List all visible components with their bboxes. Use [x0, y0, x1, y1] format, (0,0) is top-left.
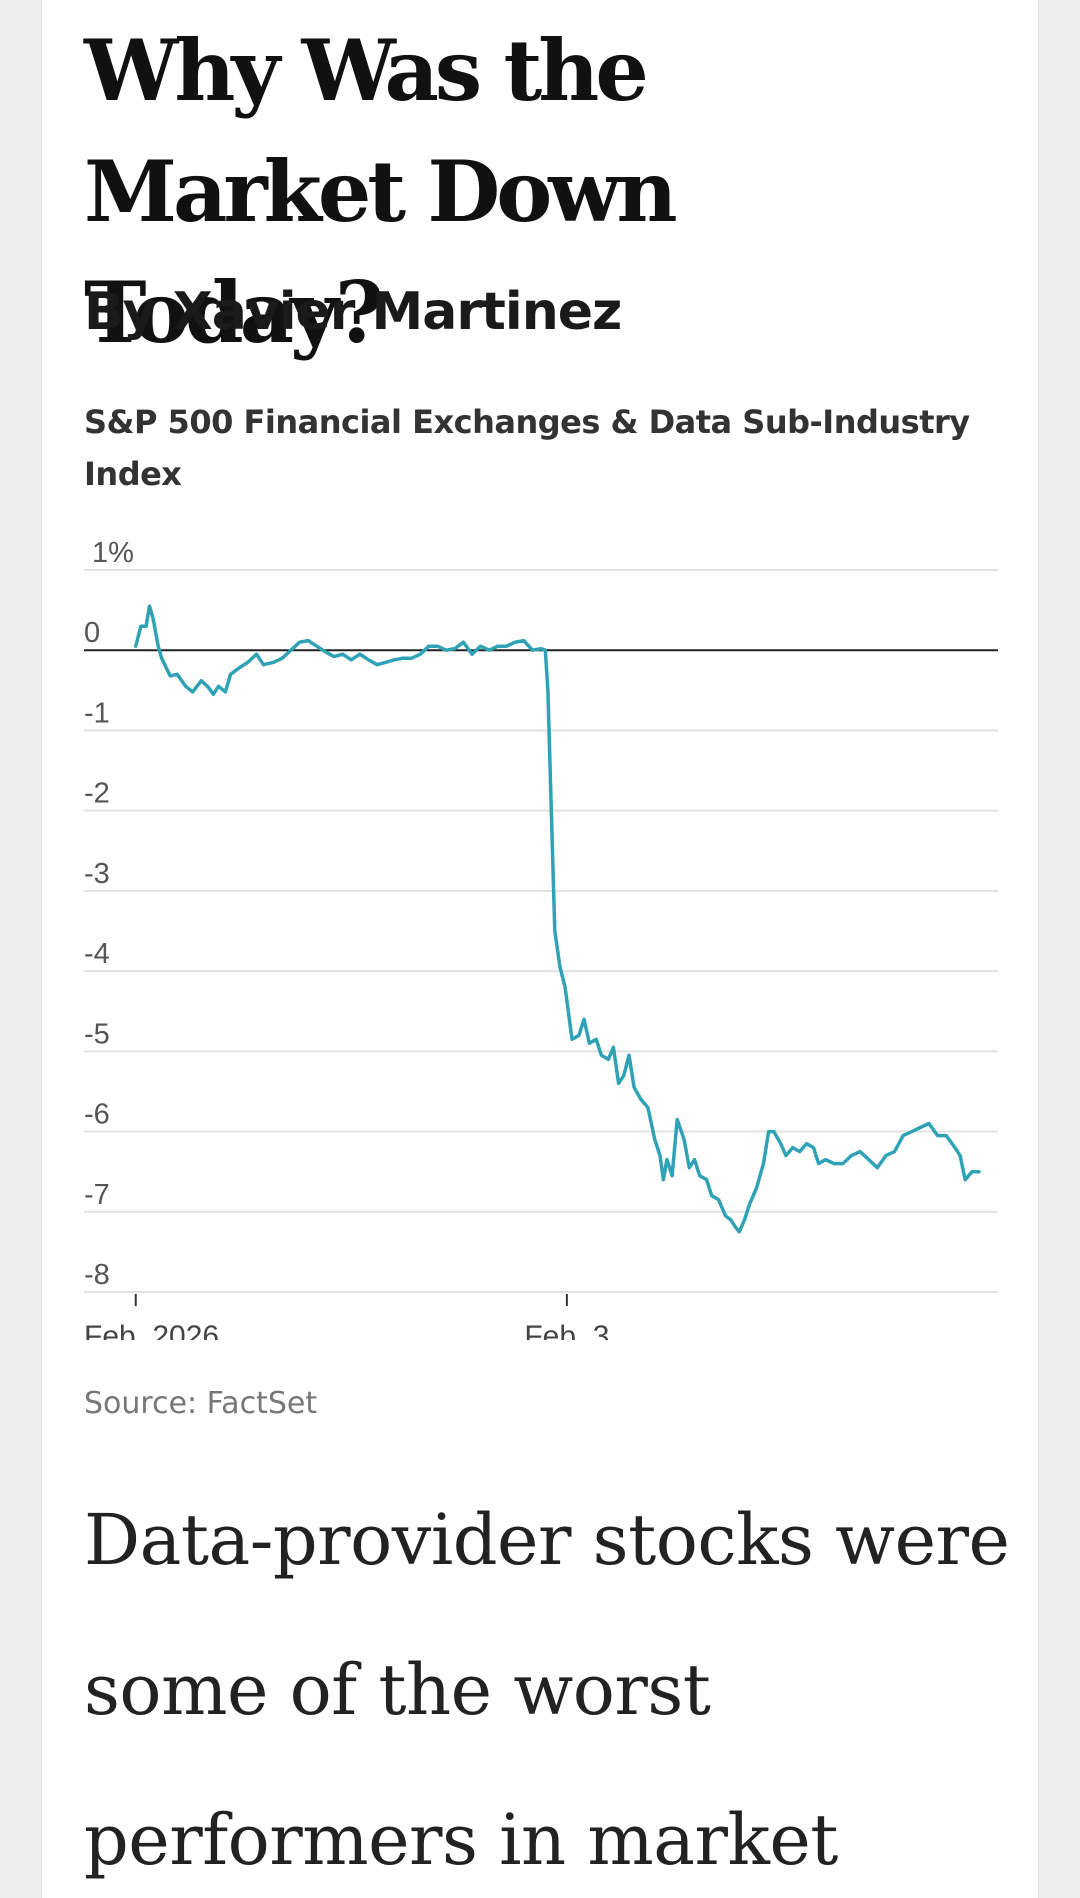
x-tick-label: Feb. 3: [524, 1320, 609, 1340]
y-tick-label: -3: [84, 858, 110, 890]
article-body-text: Data-provider stocks were some of the wo…: [84, 1499, 1010, 1881]
x-tick-label: Feb. 2026: [84, 1320, 219, 1340]
y-tick-label: 1%: [92, 537, 134, 569]
line-chart: 1% 0 -1 -2 -3 -4 -5 -6 -7 -8 Feb. 2026 Feb. 3: [84, 537, 998, 1340]
y-tick-label: -4: [84, 938, 110, 970]
y-tick-label: -5: [84, 1018, 110, 1050]
chart-title: S&P 500 Financial Exchanges & Data Sub-I…: [84, 403, 970, 493]
chart-source: Source: FactSet: [84, 1386, 318, 1421]
y-tick-label: -7: [84, 1179, 110, 1211]
article-page: Why Was the Market Down Today? By Xavier…: [42, 0, 1038, 1898]
series-line: [133, 604, 981, 1234]
y-tick-label: -8: [84, 1259, 110, 1291]
y-tick-label: -1: [84, 697, 110, 729]
y-tick-label: -2: [84, 778, 110, 810]
y-tick-label: 0: [84, 617, 100, 649]
y-tick-label: -6: [84, 1099, 110, 1131]
article-headline: Why Was the Market Down Today?: [84, 21, 678, 362]
article-byline[interactable]: By Xavier Martinez: [84, 282, 622, 342]
